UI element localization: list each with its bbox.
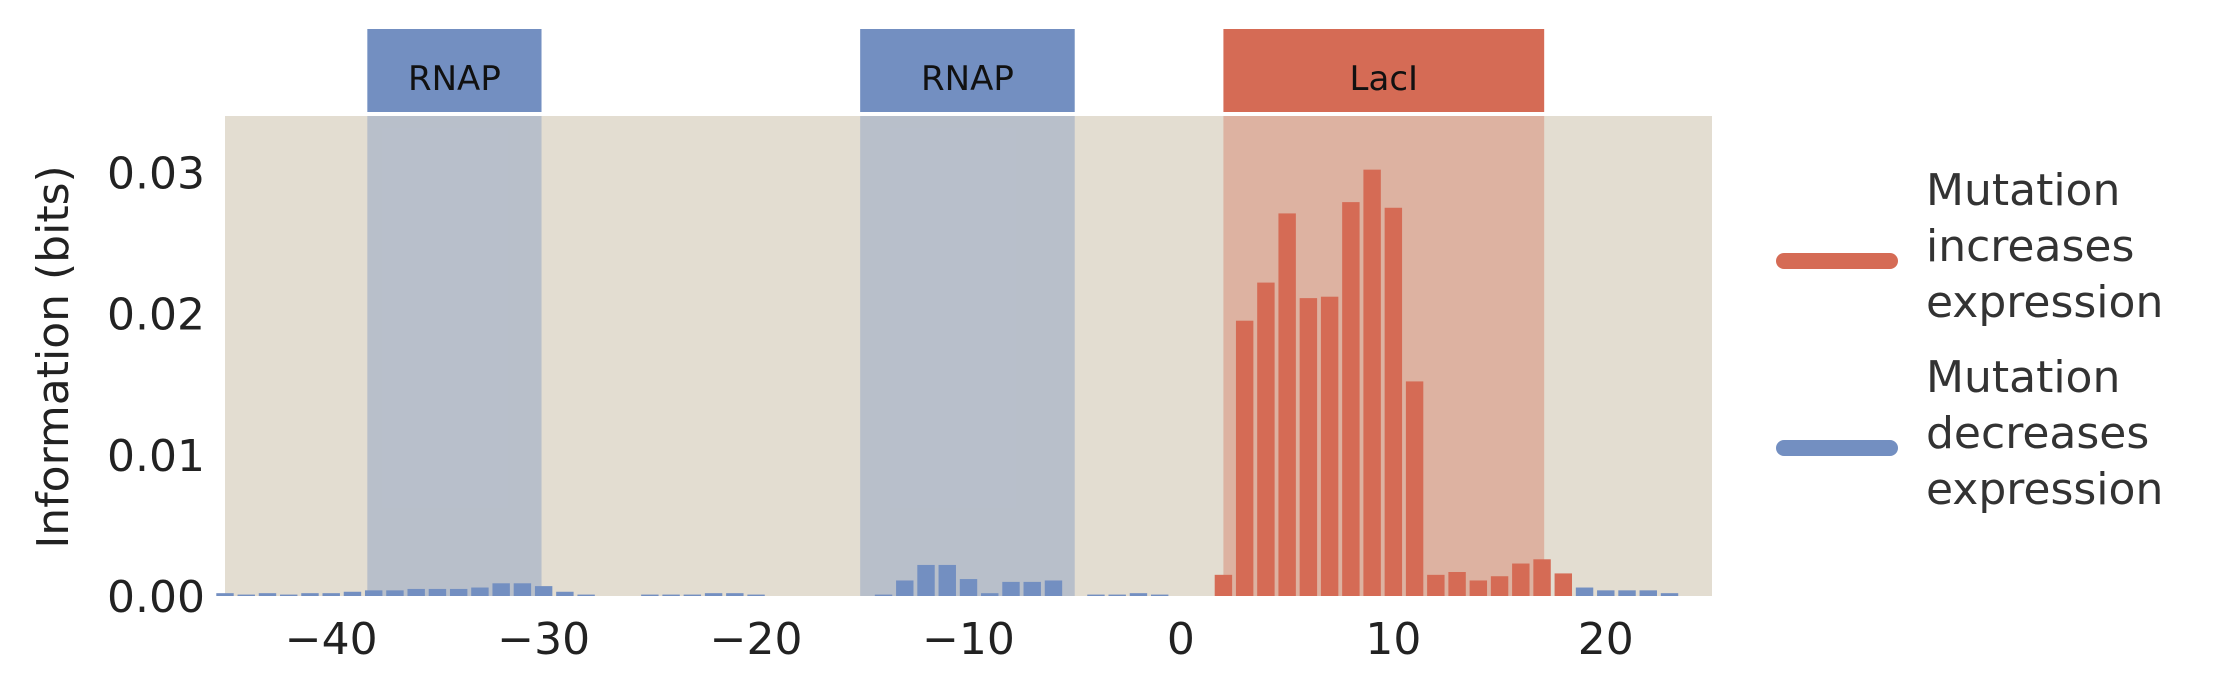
bar-series1-12 [471, 587, 489, 596]
bar-series0-0 [1214, 574, 1233, 596]
bar-series0-13 [1490, 576, 1509, 596]
bar-series1-22 [726, 593, 744, 596]
x-tick-label: −10 [922, 614, 1015, 665]
bar-series1-36 [1150, 594, 1169, 596]
x-tick-label: −40 [285, 614, 378, 665]
bar-series1-31 [1023, 581, 1041, 596]
bar-series0-14 [1512, 563, 1530, 596]
y-axis-label: Information (bits) [28, 165, 79, 548]
region-header-2 [1223, 29, 1545, 112]
bar-series0-2 [1257, 282, 1275, 596]
bar-series1-38 [1597, 590, 1615, 596]
information-bars [216, 169, 1679, 597]
bar-series1-17 [577, 594, 595, 596]
bar-series1-34 [1108, 594, 1126, 596]
bar-series1-14 [513, 583, 532, 596]
bar-series1-13 [492, 583, 510, 596]
bar-series1-0 [216, 593, 234, 596]
region-header-0 [367, 29, 542, 112]
bar-series0-1 [1235, 320, 1254, 596]
legend-label-0-0: Mutation [1926, 165, 2120, 216]
bar-series0-9 [1405, 381, 1424, 596]
bar-series1-4 [301, 593, 319, 596]
bar-series1-9 [407, 588, 425, 596]
bar-series1-25 [896, 580, 914, 596]
bar-series0-5 [1320, 296, 1339, 596]
bar-series0-4 [1299, 298, 1318, 596]
bar-series0-12 [1469, 580, 1488, 596]
x-tick-label: −30 [497, 614, 590, 665]
y-axis-ticks: 0.00 0.01 0.02 0.03 [107, 148, 205, 623]
legend-label-0-1: increases [1926, 221, 2134, 272]
bar-series1-41 [1660, 593, 1679, 596]
bar-series1-35 [1129, 593, 1148, 596]
bar-series1-27 [938, 564, 956, 596]
binding-region-headers: RNAP RNAP LacI [367, 29, 1545, 112]
region-label-1: RNAP [921, 59, 1014, 99]
bar-series1-6 [343, 591, 362, 596]
x-axis-ticks: −40 −30 −20 −10 0 10 20 [285, 614, 1634, 665]
bar-series0-10 [1427, 574, 1445, 596]
legend-label-1-2: expression [1926, 464, 2163, 515]
bar-series1-11 [449, 588, 468, 596]
bar-series1-16 [556, 591, 574, 596]
bar-series1-10 [428, 588, 447, 596]
y-tick-label: 0.00 [107, 572, 205, 623]
plot-background [225, 116, 1712, 596]
bar-series1-21 [704, 593, 723, 596]
region-shade-0 [367, 116, 542, 596]
bar-series1-30 [1002, 581, 1020, 596]
legend-label-1-0: Mutation [1926, 352, 2120, 403]
bar-series1-15 [534, 586, 553, 596]
region-label-2: LacI [1350, 59, 1419, 99]
bar-series1-7 [364, 590, 383, 596]
legend-label-0-2: expression [1926, 277, 2163, 328]
bar-series1-39 [1618, 590, 1636, 596]
x-tick-label: −20 [710, 614, 803, 665]
binding-region-shades [367, 116, 1545, 596]
bar-series0-11 [1448, 572, 1466, 596]
bar-series1-18 [641, 594, 659, 596]
bar-series1-33 [1087, 594, 1105, 596]
bar-series1-2 [258, 593, 277, 596]
bar-series1-29 [981, 593, 999, 596]
y-tick-label: 0.01 [107, 431, 205, 482]
bar-series1-19 [662, 594, 680, 596]
bar-series1-32 [1044, 580, 1063, 596]
legend-label-1-1: decreases [1926, 408, 2149, 459]
bar-series1-37 [1575, 587, 1594, 596]
region-label-0: RNAP [408, 59, 501, 99]
y-tick-label: 0.03 [107, 148, 205, 199]
bar-series0-6 [1342, 202, 1360, 596]
bar-series0-3 [1278, 213, 1296, 597]
region-shade-1 [860, 116, 1075, 596]
bar-series1-3 [280, 594, 298, 596]
y-tick-label: 0.02 [107, 290, 205, 341]
region-header-1 [860, 29, 1075, 112]
bar-series1-23 [747, 594, 765, 596]
bar-series1-28 [959, 579, 978, 596]
bar-series0-15 [1533, 559, 1551, 596]
bar-series0-16 [1554, 573, 1573, 596]
x-tick-label: 0 [1167, 614, 1195, 665]
bar-series1-26 [917, 564, 935, 596]
bar-series0-8 [1384, 207, 1403, 596]
x-tick-label: 20 [1578, 614, 1634, 665]
bar-series1-5 [322, 593, 340, 596]
bar-series1-40 [1639, 590, 1657, 596]
region-shade-2 [1223, 116, 1545, 596]
x-tick-label: 10 [1365, 614, 1421, 665]
bar-series1-20 [683, 594, 702, 596]
bar-series0-7 [1363, 169, 1381, 596]
bar-series1-1 [237, 594, 255, 596]
bar-series1-8 [386, 590, 404, 596]
legend: MutationincreasesexpressionMutationdecre… [1776, 165, 2163, 515]
bar-series1-24 [874, 594, 893, 596]
